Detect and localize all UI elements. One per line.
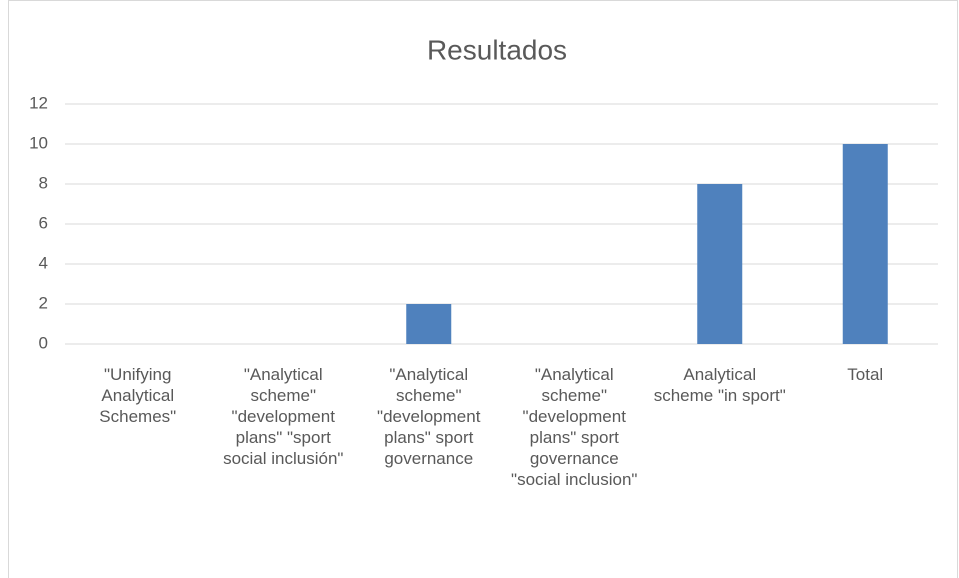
x-tick-label: Analytical scheme "in sport" [653,365,786,405]
bar [697,184,743,344]
x-tick-label: "Analytical scheme" "development plans" … [223,365,344,468]
x-tick-label: "Unifying Analytical Schemes" [99,365,177,426]
y-tick-label: 10 [29,133,48,152]
y-tick-label: 8 [39,173,48,192]
y-tick-label: 4 [39,253,48,272]
y-tick-label: 6 [39,213,48,232]
bar [406,304,452,344]
y-tick-label: 2 [39,293,48,312]
y-tick-label: 0 [39,333,48,352]
x-tick-label: "Analytical scheme" "development plans" … [511,365,638,489]
chart-border [8,0,958,578]
bar [842,144,888,344]
x-tick-label: Total [847,365,884,384]
x-tick-label: "Analytical scheme" "development plans" … [377,365,481,468]
chart-title: Resultados [427,34,567,65]
y-tick-label: 12 [29,93,48,112]
